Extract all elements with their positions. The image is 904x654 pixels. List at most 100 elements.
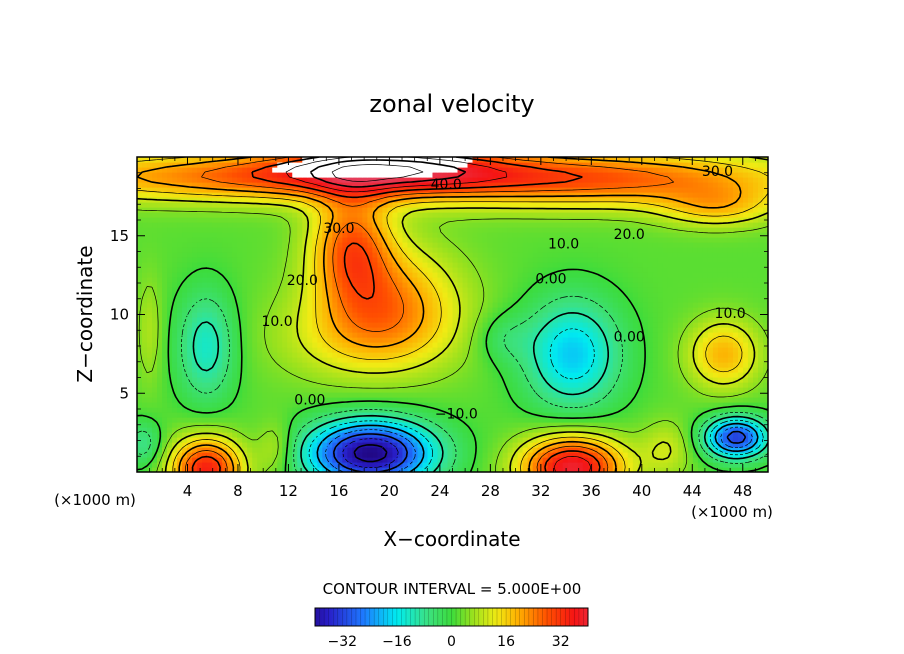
heatmap-cell (167, 357, 173, 363)
heatmap-cell (712, 337, 719, 343)
heatmap-cell (327, 387, 333, 393)
heatmap-cell (177, 332, 183, 338)
heatmap-cell (477, 452, 484, 458)
heatmap-cell (412, 297, 419, 303)
heatmap-cell (732, 417, 739, 423)
heatmap-cell (352, 307, 358, 313)
heatmap-cell (677, 412, 684, 418)
heatmap-cell (402, 442, 409, 448)
heatmap-cell (222, 452, 228, 458)
heatmap-cell (187, 282, 193, 288)
heatmap-cell (497, 322, 504, 328)
heatmap-cell (377, 392, 383, 398)
heatmap-cell (147, 317, 153, 323)
heatmap-cell (287, 312, 293, 318)
heatmap-cell (147, 312, 153, 318)
heatmap-cell (462, 457, 469, 463)
heatmap-cell (507, 272, 514, 278)
heatmap-cell (182, 302, 188, 308)
heatmap-cell (177, 287, 183, 293)
heatmap-cell (172, 422, 178, 428)
heatmap-cell (602, 437, 609, 443)
heatmap-cell (227, 467, 233, 472)
heatmap-cell (267, 322, 273, 328)
heatmap-cell (672, 277, 679, 283)
heatmap-cell (497, 357, 504, 363)
heatmap-cell (557, 417, 564, 423)
heatmap-cell (487, 357, 494, 363)
heatmap-cell (547, 377, 554, 383)
heatmap-cell (342, 427, 348, 433)
heatmap-cell (362, 367, 368, 373)
heatmap-cell (187, 297, 193, 303)
heatmap-cell (692, 377, 699, 383)
heatmap-cell (717, 277, 724, 283)
heatmap-cell (737, 377, 744, 383)
heatmap-cell (487, 447, 494, 453)
heatmap-cell (222, 422, 228, 428)
heatmap-cell (217, 412, 223, 418)
heatmap-cell (267, 372, 273, 378)
heatmap-cell (367, 447, 373, 453)
heatmap-cell (612, 457, 619, 463)
heatmap-cell (312, 437, 318, 443)
heatmap-cell (242, 382, 248, 388)
heatmap-cell (187, 397, 193, 403)
heatmap-cell (677, 377, 684, 383)
heatmap-cell (317, 352, 323, 358)
heatmap-cell (322, 392, 328, 398)
heatmap-cell (582, 322, 589, 328)
heatmap-cell (167, 332, 173, 338)
heatmap-cell (527, 367, 534, 373)
heatmap-cell (372, 397, 378, 403)
heatmap-cell (142, 367, 148, 373)
heatmap-cell (427, 432, 434, 438)
heatmap-cell (192, 442, 198, 448)
heatmap-cell (572, 382, 579, 388)
heatmap-cell (217, 282, 223, 288)
heatmap-cell (212, 352, 218, 358)
heatmap-cell (172, 357, 178, 363)
heatmap-cell (757, 392, 764, 398)
heatmap-cell (142, 357, 148, 363)
heatmap-cell (207, 447, 213, 453)
heatmap-cell (397, 437, 404, 443)
heatmap-cell (152, 462, 158, 468)
heatmap-cell (452, 397, 459, 403)
heatmap-cell (672, 392, 679, 398)
heatmap-cell (347, 422, 353, 428)
heatmap-cell (732, 317, 739, 323)
heatmap-cell (237, 417, 243, 423)
heatmap-cell (177, 387, 183, 393)
heatmap-cell (642, 427, 649, 433)
heatmap-cell (267, 452, 273, 458)
heatmap-cell (212, 277, 218, 283)
heatmap-cell (737, 432, 744, 438)
heatmap-cell (687, 342, 694, 348)
heatmap-cell (452, 357, 459, 363)
heatmap-cell (627, 372, 634, 378)
heatmap-cell (377, 372, 383, 378)
heatmap-cell (337, 452, 343, 458)
heatmap-cell (317, 312, 323, 318)
heatmap-cell (552, 457, 559, 463)
heatmap-cell (662, 427, 669, 433)
heatmap-cell (302, 322, 308, 328)
heatmap-cell (632, 412, 639, 418)
heatmap-cell (447, 442, 454, 448)
heatmap-cell (252, 447, 258, 453)
heatmap-cell (417, 372, 424, 378)
heatmap-cell (712, 412, 719, 418)
heatmap-cell (202, 307, 208, 313)
heatmap-cell (717, 427, 724, 433)
heatmap-cell (732, 392, 739, 398)
heatmap-cell (647, 297, 654, 303)
heatmap-cell (362, 397, 368, 403)
heatmap-cell (597, 367, 604, 373)
heatmap-cell (457, 292, 464, 298)
heatmap-cell (732, 387, 739, 393)
heatmap-cell (747, 397, 754, 403)
heatmap-cell (207, 407, 213, 413)
heatmap-cell (537, 427, 544, 433)
heatmap-cell (217, 337, 223, 343)
